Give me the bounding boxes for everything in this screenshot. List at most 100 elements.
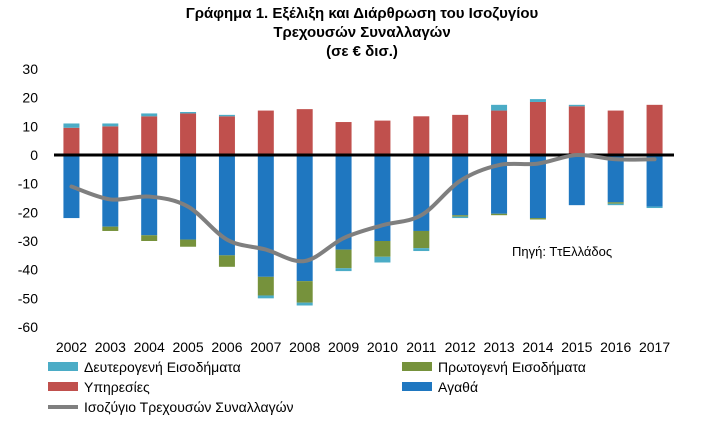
bar [646,155,663,207]
bar [646,104,663,155]
bar [529,218,546,220]
legend-label: Πρωτογενή Εισοδήματα [438,359,586,375]
legend-swatch [402,362,432,371]
x-tick-label: 2016 [600,339,631,355]
chart-title-line-2: Τρεχουσών Συναλλαγών [273,24,451,41]
bar [529,99,546,102]
x-tick-label: 2011 [406,339,436,355]
bar [218,155,235,256]
bar [335,268,352,272]
bar [452,114,469,155]
bar [102,123,119,127]
bar [180,239,197,247]
bar [491,213,508,216]
bar [296,109,313,155]
x-tick-label: 2002 [56,339,87,355]
x-tick-label: 2017 [639,339,670,355]
bar [374,256,391,263]
bar [102,126,119,155]
bar [218,114,235,117]
bar [180,113,197,155]
series-line-balance [69,152,657,264]
bar [296,155,313,282]
x-tick-label: 2008 [289,339,320,355]
bar [413,116,430,155]
bar [63,123,80,128]
bar [141,235,158,241]
bar [646,206,663,209]
x-tick-label: 2004 [134,339,165,355]
legend-swatch [48,382,78,391]
bar [491,110,508,155]
legend-swatch [402,382,432,391]
bar [452,215,469,217]
bar [257,276,274,296]
bar [257,110,274,155]
bar [452,155,469,216]
bar [607,203,624,206]
x-tick-label: 2013 [483,339,514,355]
x-tick-label: 2014 [522,339,553,355]
chart-title: Γράφημα 1. Εξέλιξη και Διάρθρωση του Ισο… [0,4,724,61]
y-tick-label: 0 [30,147,38,163]
bar [529,101,546,155]
bar [180,112,197,114]
bar [257,295,274,299]
bar [102,155,119,227]
bar [607,202,624,204]
bar [218,255,235,267]
bar [491,104,508,111]
bar [335,155,352,250]
bar [607,110,624,155]
bar [374,241,391,257]
bar [218,116,235,155]
y-tick-label: -40 [18,262,38,278]
bar [607,155,624,203]
bar [63,127,80,155]
x-tick-label: 2006 [211,339,242,355]
x-tick-label: 2012 [445,339,476,355]
bar [335,122,352,155]
bar [529,155,546,219]
x-tick-label: 2009 [328,339,359,355]
source-note: Πηγή: ΤτΕλλάδος [512,244,612,259]
y-tick-label: 10 [22,118,38,134]
x-tick-label: 2005 [172,339,203,355]
legend-swatch [48,362,78,371]
legend-label: Ισοζύγιο Τρεχουσών Συναλλαγών [84,399,294,415]
x-tick-label: 2015 [561,339,592,355]
y-tick-label: -60 [18,319,38,335]
x-tick-label: 2007 [250,339,281,355]
y-tick-label: -10 [18,176,38,192]
y-tick-label: -30 [18,233,38,249]
legend-label: Δευτερογενή Εισοδήματα [84,359,241,375]
bar [296,302,313,306]
legend-label: Υπηρεσίες [84,379,150,395]
x-tick-label: 2003 [95,339,126,355]
y-tick-label: -20 [18,204,38,220]
chart-title-line-3: (σε € δισ.) [326,43,398,60]
bar [413,230,430,249]
chart-title-line-1: Γράφημα 1. Εξέλιξη και Διάρθρωση του Ισο… [185,5,539,22]
bar [257,155,274,277]
bar [568,155,585,206]
bar [296,281,313,303]
y-tick-label: 20 [22,90,38,106]
bar [374,155,391,241]
bar [141,113,158,117]
bar [374,120,391,155]
bar [180,155,197,240]
y-tick-label: 30 [22,61,38,77]
bar [413,248,430,252]
bar [452,216,469,219]
x-tick-label: 2010 [367,339,398,355]
bar [491,155,508,214]
bar [568,106,585,155]
bar [335,249,352,269]
y-tick-label: -50 [18,290,38,306]
bar [568,104,585,107]
bar [102,226,119,231]
bar [141,116,158,155]
